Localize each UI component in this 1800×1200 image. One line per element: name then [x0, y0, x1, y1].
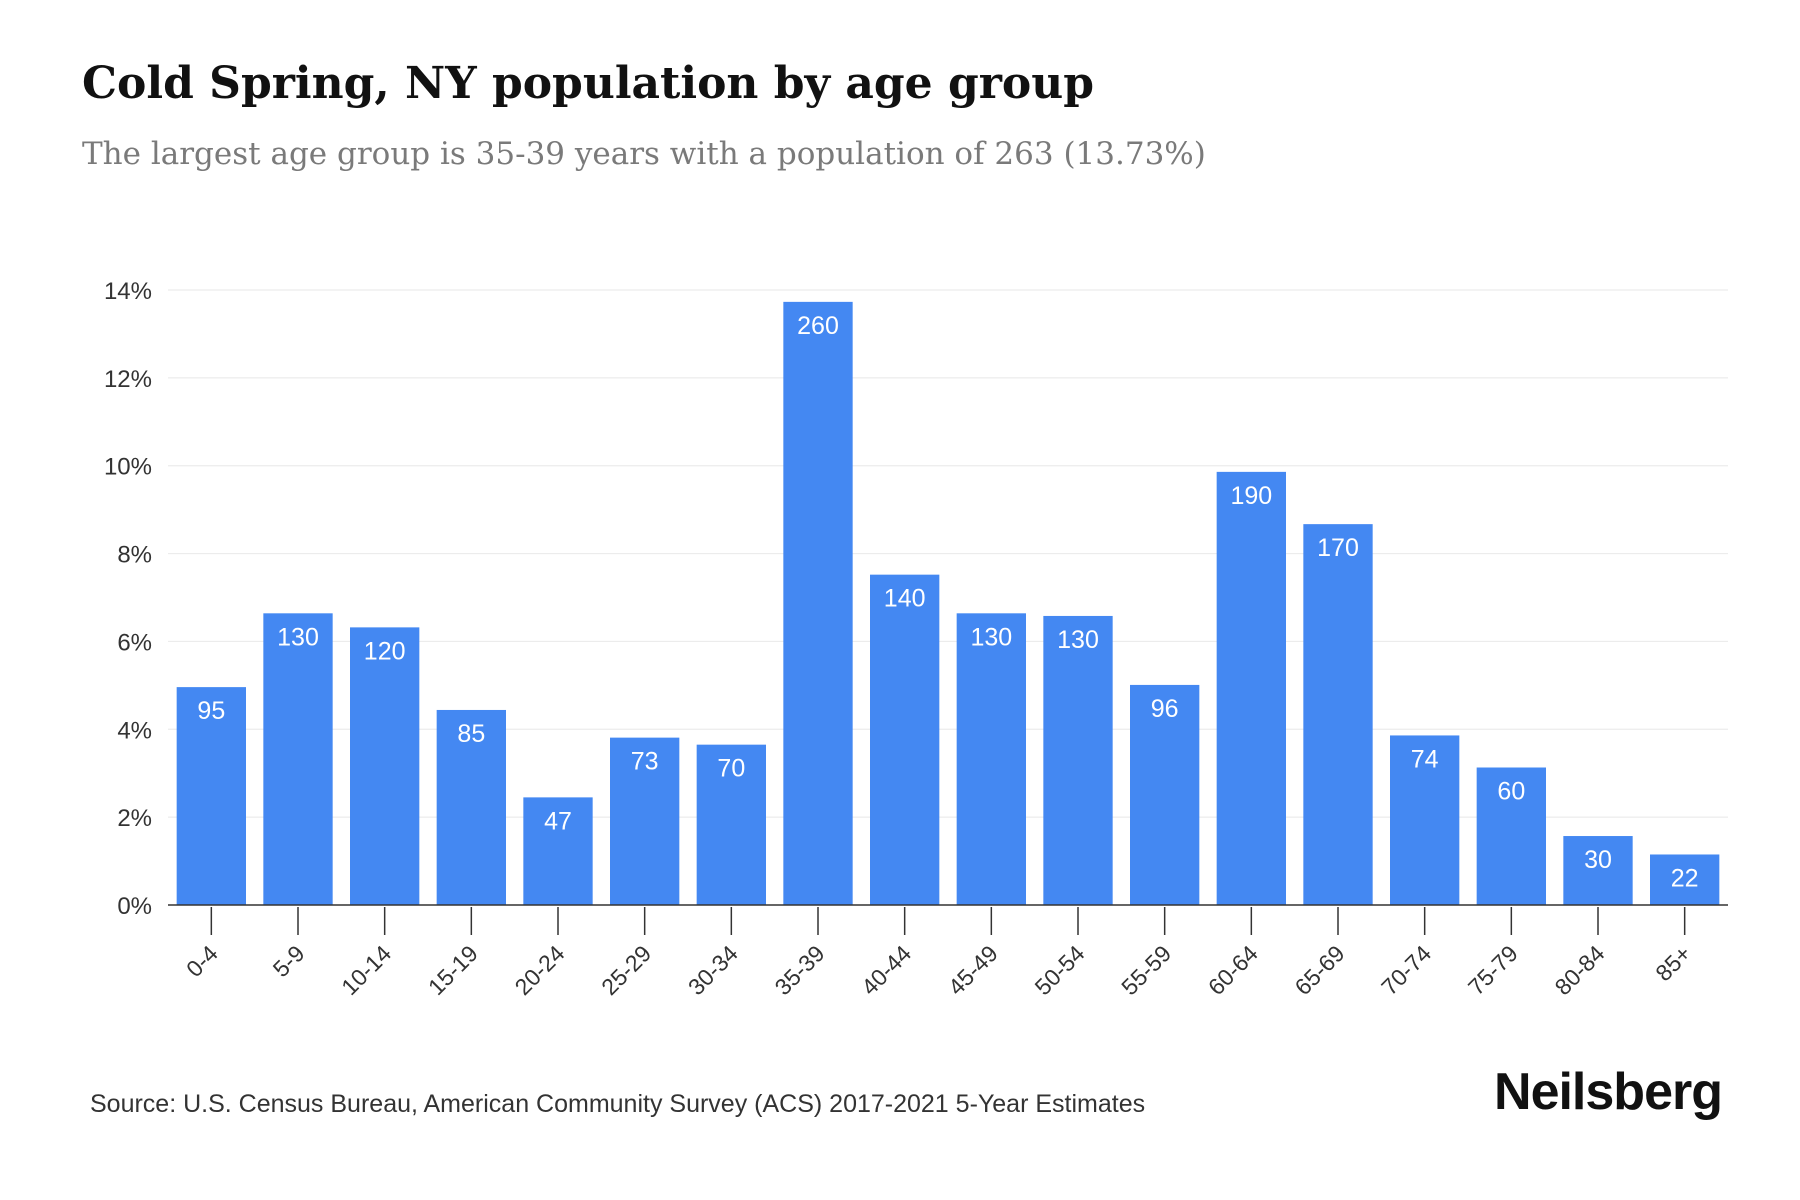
bar: [956, 613, 1026, 905]
bar: [1303, 524, 1373, 905]
bar-value-label: 74: [1411, 745, 1439, 773]
bar-value-label: 260: [797, 312, 839, 340]
y-tick-label: 2%: [117, 805, 152, 832]
bar: [1390, 735, 1460, 905]
bar: [1476, 767, 1546, 905]
x-tick-label: 70-74: [1376, 940, 1436, 1000]
bar-value-label: 95: [197, 697, 225, 725]
bar: [523, 797, 593, 905]
bar-value-label: 130: [277, 623, 319, 651]
bar: [610, 737, 680, 905]
bar: [350, 627, 420, 905]
grid-lines: [168, 289, 1728, 818]
x-tick-label: 15-19: [423, 940, 483, 1000]
x-axis: 0-4 5-9 10-14 15-19 20-24 25-29 30-34 35-39 40-4…: [168, 904, 1728, 1000]
x-tick-label: 60-64: [1203, 940, 1263, 1000]
x-tick-label: 35-39: [770, 940, 830, 1000]
bars: 95 130 120 85 47 73 70 260 140 130 130 96 190 170 74 60…: [176, 301, 1720, 905]
bar: [1216, 471, 1286, 905]
bar: [176, 687, 246, 905]
y-tick-label: 0%: [117, 893, 152, 920]
x-tick-label: 75-79: [1463, 940, 1523, 1000]
x-tick-label: 65-69: [1290, 940, 1350, 1000]
y-axis: 0% 2% 4% 6% 8% 10% 12% 14%: [104, 278, 152, 920]
x-tick-label: 10-14: [336, 940, 396, 1000]
bar: [1043, 615, 1113, 905]
bar-value-label: 30: [1584, 846, 1612, 874]
x-tick-label: 85+: [1650, 940, 1696, 986]
x-tick-label: 20-24: [510, 940, 570, 1000]
x-tick-label: 0-4: [181, 940, 223, 982]
bar: [1650, 854, 1720, 905]
bar: [1130, 684, 1200, 905]
chart-title: Cold Spring, NY population by age group: [82, 58, 1095, 109]
x-tick-label: 30-34: [683, 940, 743, 1000]
chart-subtitle: The largest age group is 35-39 years wit…: [82, 136, 1206, 172]
x-tick-label: 5-9: [268, 940, 310, 982]
y-tick-label: 6%: [117, 629, 152, 656]
bar: [696, 744, 766, 905]
brand-logo: Neilsberg: [1494, 1063, 1723, 1121]
y-tick-label: 8%: [117, 542, 152, 569]
bar-value-label: 22: [1671, 864, 1699, 892]
bar-value-label: 96: [1151, 695, 1179, 723]
x-tick-label: 45-49: [943, 940, 1003, 1000]
x-tick-label: 55-59: [1116, 940, 1176, 1000]
x-tick-label: 50-54: [1030, 940, 1090, 1000]
bar: [870, 574, 940, 905]
y-tick-label: 12%: [104, 366, 152, 393]
source-note: Source: U.S. Census Bureau, American Com…: [90, 1090, 1146, 1118]
x-tick-label: 80-84: [1550, 940, 1610, 1000]
bar-value-label: 130: [1057, 626, 1099, 654]
bar-value-label: 190: [1230, 482, 1272, 510]
bar-value-label: 140: [884, 585, 926, 613]
bar-value-label: 73: [631, 748, 659, 776]
bar: [263, 613, 333, 905]
x-tick-label: 25-29: [596, 940, 656, 1000]
bar-value-label: 120: [364, 637, 406, 665]
bar: [1563, 836, 1633, 905]
bar-value-label: 47: [544, 807, 572, 835]
bar-value-label: 170: [1317, 534, 1359, 562]
y-tick-label: 4%: [117, 717, 152, 744]
bar-value-label: 70: [717, 755, 745, 783]
y-tick-label: 10%: [104, 454, 152, 481]
bar-value-label: 60: [1497, 778, 1525, 806]
bar: [436, 709, 506, 905]
bar-value-label: 130: [970, 623, 1012, 651]
bar: [783, 301, 853, 905]
bar-value-label: 85: [457, 720, 485, 748]
x-tick-label: 40-44: [856, 940, 916, 1000]
y-tick-label: 14%: [104, 278, 152, 305]
